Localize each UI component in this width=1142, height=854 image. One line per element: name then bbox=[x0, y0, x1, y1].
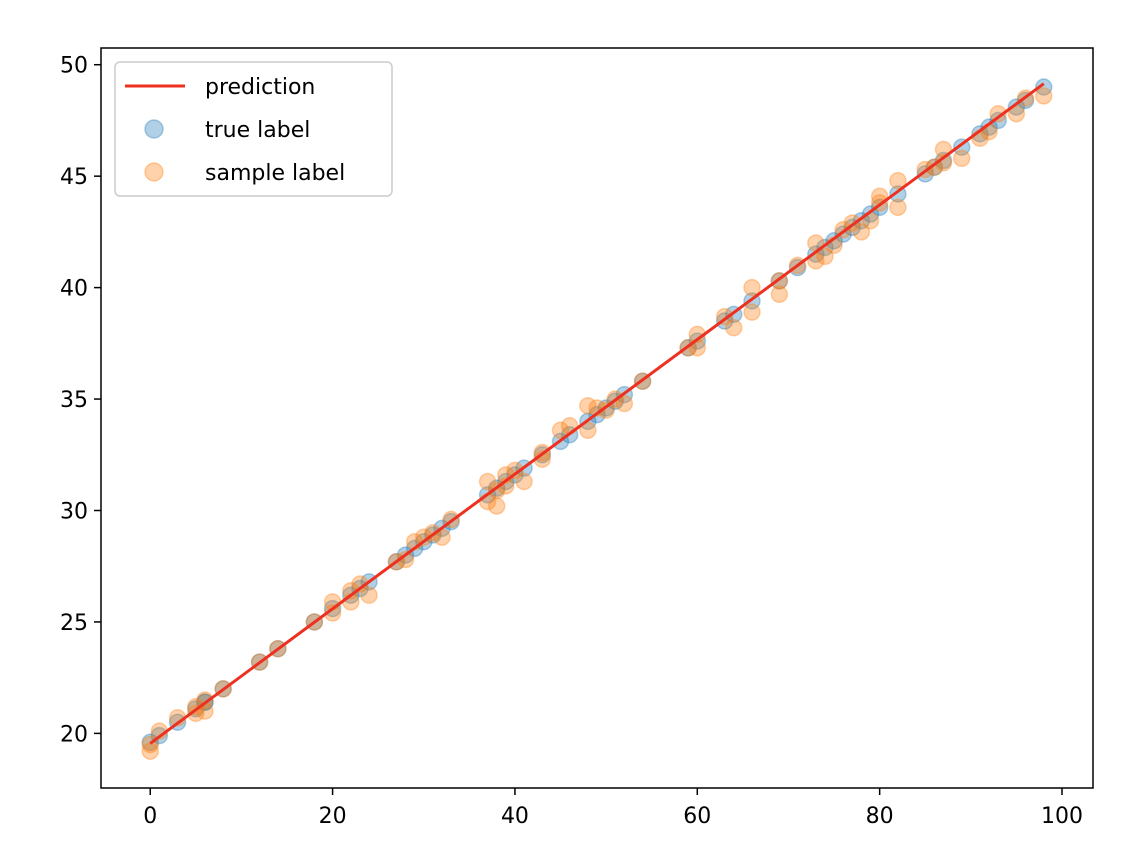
x-axis: 0 20 40 60 80 100 bbox=[143, 788, 1083, 829]
y-tick-label: 40 bbox=[60, 277, 88, 302]
sample-label-point bbox=[515, 472, 533, 491]
sample-label-point bbox=[187, 704, 205, 723]
true-label-point bbox=[971, 125, 989, 143]
legend-label-sample-label: sample label bbox=[205, 161, 345, 186]
series-prediction-line bbox=[149, 82, 1045, 745]
x-tick-label: 0 bbox=[143, 804, 157, 829]
sample-label-point bbox=[989, 105, 1007, 123]
y-tick-label: 30 bbox=[60, 500, 88, 525]
sample-label-point bbox=[506, 461, 524, 480]
legend: prediction true label sample label bbox=[114, 61, 393, 197]
legend-true-label-marker-icon bbox=[144, 119, 164, 139]
y-tick-label: 25 bbox=[60, 611, 88, 636]
sample-label-point bbox=[743, 278, 761, 297]
plot-marks bbox=[141, 78, 1053, 760]
sample-label-point bbox=[478, 472, 497, 491]
legend-label-prediction: prediction bbox=[205, 75, 315, 100]
y-tick-label: 50 bbox=[60, 54, 88, 79]
sample-label-point bbox=[816, 247, 834, 266]
y-tick-label: 20 bbox=[60, 722, 88, 747]
sample-label-point bbox=[1035, 87, 1053, 105]
plot-frame bbox=[100, 47, 1094, 789]
sample-label-point bbox=[551, 421, 570, 440]
y-tick-label: 35 bbox=[60, 388, 88, 413]
y-axis: 20 25 30 35 40 45 50 bbox=[60, 54, 101, 747]
y-tick-label: 45 bbox=[60, 165, 88, 190]
true-label-point bbox=[1007, 98, 1026, 116]
legend-sample-label-marker-icon bbox=[144, 162, 164, 182]
sample-label-point bbox=[889, 171, 907, 190]
sample-label-point bbox=[725, 318, 743, 337]
sample-label-point bbox=[579, 421, 597, 440]
true-label-point bbox=[1035, 78, 1053, 96]
sample-label-point bbox=[952, 149, 971, 168]
sample-label-point bbox=[743, 303, 761, 321]
legend-label-true-label: true label bbox=[205, 118, 310, 143]
sample-label-point bbox=[196, 691, 214, 709]
true-label-point bbox=[1016, 91, 1035, 110]
sample-label-point bbox=[597, 401, 615, 419]
true-label-point bbox=[952, 138, 971, 156]
sample-label-point bbox=[1007, 105, 1026, 123]
x-tick-label: 100 bbox=[1041, 804, 1083, 829]
sample-label-point bbox=[852, 223, 871, 241]
legend-box bbox=[114, 61, 393, 197]
x-tick-label: 80 bbox=[866, 804, 894, 829]
sample-label-point bbox=[187, 697, 205, 716]
true-label-point bbox=[989, 111, 1007, 130]
sample-label-point bbox=[770, 285, 789, 304]
true-label-point bbox=[980, 118, 998, 136]
sample-label-point bbox=[980, 122, 998, 141]
sample-label-point bbox=[579, 396, 597, 415]
sample-label-point bbox=[615, 394, 634, 413]
sample-label-point bbox=[360, 586, 378, 604]
x-tick-label: 40 bbox=[501, 804, 529, 829]
sample-label-point bbox=[889, 198, 907, 217]
x-tick-label: 20 bbox=[319, 804, 347, 829]
x-tick-label: 60 bbox=[683, 804, 711, 829]
sample-label-point bbox=[487, 497, 506, 515]
